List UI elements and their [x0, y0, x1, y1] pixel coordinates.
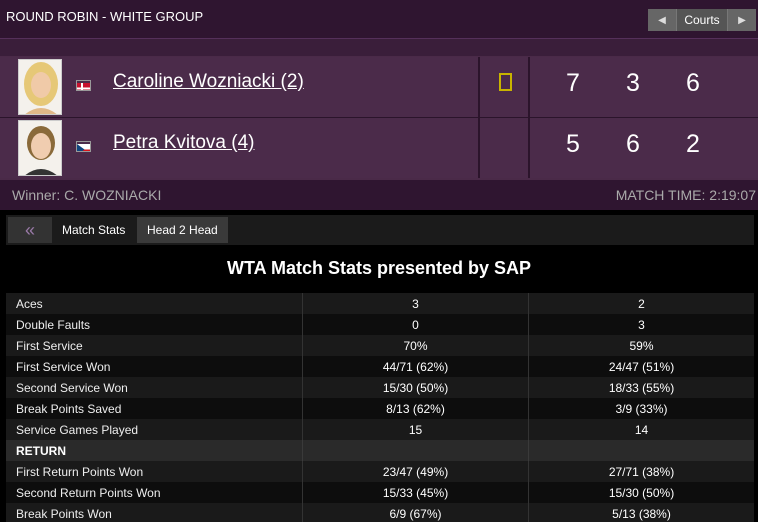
section-cell — [528, 440, 754, 461]
stats-heading: WTA Match Stats presented by SAP — [226, 258, 532, 278]
tab-bar: « Match Stats Head 2 Head — [6, 215, 754, 245]
set-score: 3 — [626, 69, 640, 97]
stat-value-p2: 24/47 (51%) — [528, 356, 754, 377]
chevron-left-icon[interactable]: ◀ — [648, 9, 676, 31]
serve-cell — [478, 57, 530, 117]
table-row: First Service 70% 59% — [6, 335, 754, 356]
stat-value-p2: 27/71 (38%) — [528, 461, 754, 482]
stats-table: Aces 3 2 Double Faults 0 3 First Service… — [6, 293, 754, 522]
section-header-return: RETURN — [6, 440, 754, 461]
set-score: 2 — [686, 130, 700, 158]
row-divider — [0, 117, 758, 118]
title-bar: ROUND ROBIN - WHITE GROUP ◀ Courts ▶ — [0, 0, 758, 38]
player-row: Caroline Wozniacki (2) 7 3 6 — [0, 57, 758, 117]
stat-value-p2: 5/13 (38%) — [528, 503, 754, 522]
denmark-flag-icon — [76, 80, 91, 91]
double-chevron-left-icon[interactable]: « — [8, 217, 52, 243]
stat-label: Break Points Won — [16, 507, 112, 521]
player-photo — [18, 120, 62, 176]
stat-value-p1: 70% — [302, 335, 528, 356]
stat-label: Second Return Points Won — [16, 486, 161, 500]
serve-cell — [478, 118, 530, 178]
stat-value-p1: 3 — [302, 293, 528, 314]
table-row: Break Points Won 6/9 (67%) 5/13 (38%) — [6, 503, 754, 522]
tab-match-stats[interactable]: Match Stats — [52, 217, 136, 243]
stat-label: Break Points Saved — [16, 402, 122, 416]
stat-value-p1: 23/47 (49%) — [302, 461, 528, 482]
player-name-link[interactable]: Caroline Wozniacki (2) — [113, 71, 304, 92]
table-row: First Return Points Won 23/47 (49%) 27/7… — [6, 461, 754, 482]
winner-text: Winner: C. WOZNIACKI — [12, 187, 162, 203]
stat-value-p1: 15/33 (45%) — [302, 482, 528, 503]
header-strip — [0, 38, 758, 56]
stat-value-p1: 44/71 (62%) — [302, 356, 528, 377]
player-name-link[interactable]: Petra Kvitova (4) — [113, 132, 255, 153]
table-row: Second Return Points Won 15/33 (45%) 15/… — [6, 482, 754, 503]
stat-label: Second Service Won — [16, 381, 128, 395]
chevron-right-icon[interactable]: ▶ — [728, 9, 756, 31]
stat-value-p1: 15/30 (50%) — [302, 377, 528, 398]
stat-label: First Service — [16, 339, 83, 353]
stat-value-p2: 15/30 (50%) — [528, 482, 754, 503]
serving-indicator-icon — [499, 73, 512, 91]
stat-label: Aces — [16, 297, 43, 311]
stat-value-p2: 2 — [528, 293, 754, 314]
match-time: MATCH TIME: 2:19:07 — [615, 187, 756, 203]
stat-value-p2: 3 — [528, 314, 754, 335]
winner-bar: Winner: C. WOZNIACKI MATCH TIME: 2:19:07 — [0, 180, 758, 210]
table-row: Double Faults 0 3 — [6, 314, 754, 335]
set-score: 5 — [566, 130, 580, 158]
table-row: Service Games Played 15 14 — [6, 419, 754, 440]
round-title: ROUND ROBIN - WHITE GROUP — [6, 9, 204, 24]
section-label: RETURN — [16, 444, 66, 458]
player-photo — [18, 59, 62, 115]
stat-label: Double Faults — [16, 318, 91, 332]
player-row: Petra Kvitova (4) 5 6 2 — [0, 118, 758, 178]
courts-button[interactable]: Courts — [676, 9, 728, 31]
section-cell — [302, 440, 528, 461]
stat-value-p2: 18/33 (55%) — [528, 377, 754, 398]
table-row: Break Points Saved 8/13 (62%) 3/9 (33%) — [6, 398, 754, 419]
table-row: Aces 3 2 — [6, 293, 754, 314]
courts-nav: ◀ Courts ▶ — [648, 9, 756, 31]
table-row: Second Service Won 15/30 (50%) 18/33 (55… — [6, 377, 754, 398]
stat-label: First Service Won — [16, 360, 111, 374]
stat-value-p1: 0 — [302, 314, 528, 335]
set-score: 6 — [686, 69, 700, 97]
stat-value-p1: 6/9 (67%) — [302, 503, 528, 522]
stat-value-p1: 8/13 (62%) — [302, 398, 528, 419]
stat-value-p1: 15 — [302, 419, 528, 440]
stat-value-p2: 14 — [528, 419, 754, 440]
czech-flag-icon — [76, 141, 91, 152]
stat-value-p2: 59% — [528, 335, 754, 356]
set-score: 6 — [626, 130, 640, 158]
stat-label: First Return Points Won — [16, 465, 144, 479]
stat-value-p2: 3/9 (33%) — [528, 398, 754, 419]
tab-head-2-head[interactable]: Head 2 Head — [137, 217, 228, 243]
stat-label: Service Games Played — [16, 423, 139, 437]
table-row: First Service Won 44/71 (62%) 24/47 (51%… — [6, 356, 754, 377]
set-score: 7 — [566, 69, 580, 97]
score-panel: ROUND ROBIN - WHITE GROUP ◀ Courts ▶ Car… — [0, 0, 758, 210]
